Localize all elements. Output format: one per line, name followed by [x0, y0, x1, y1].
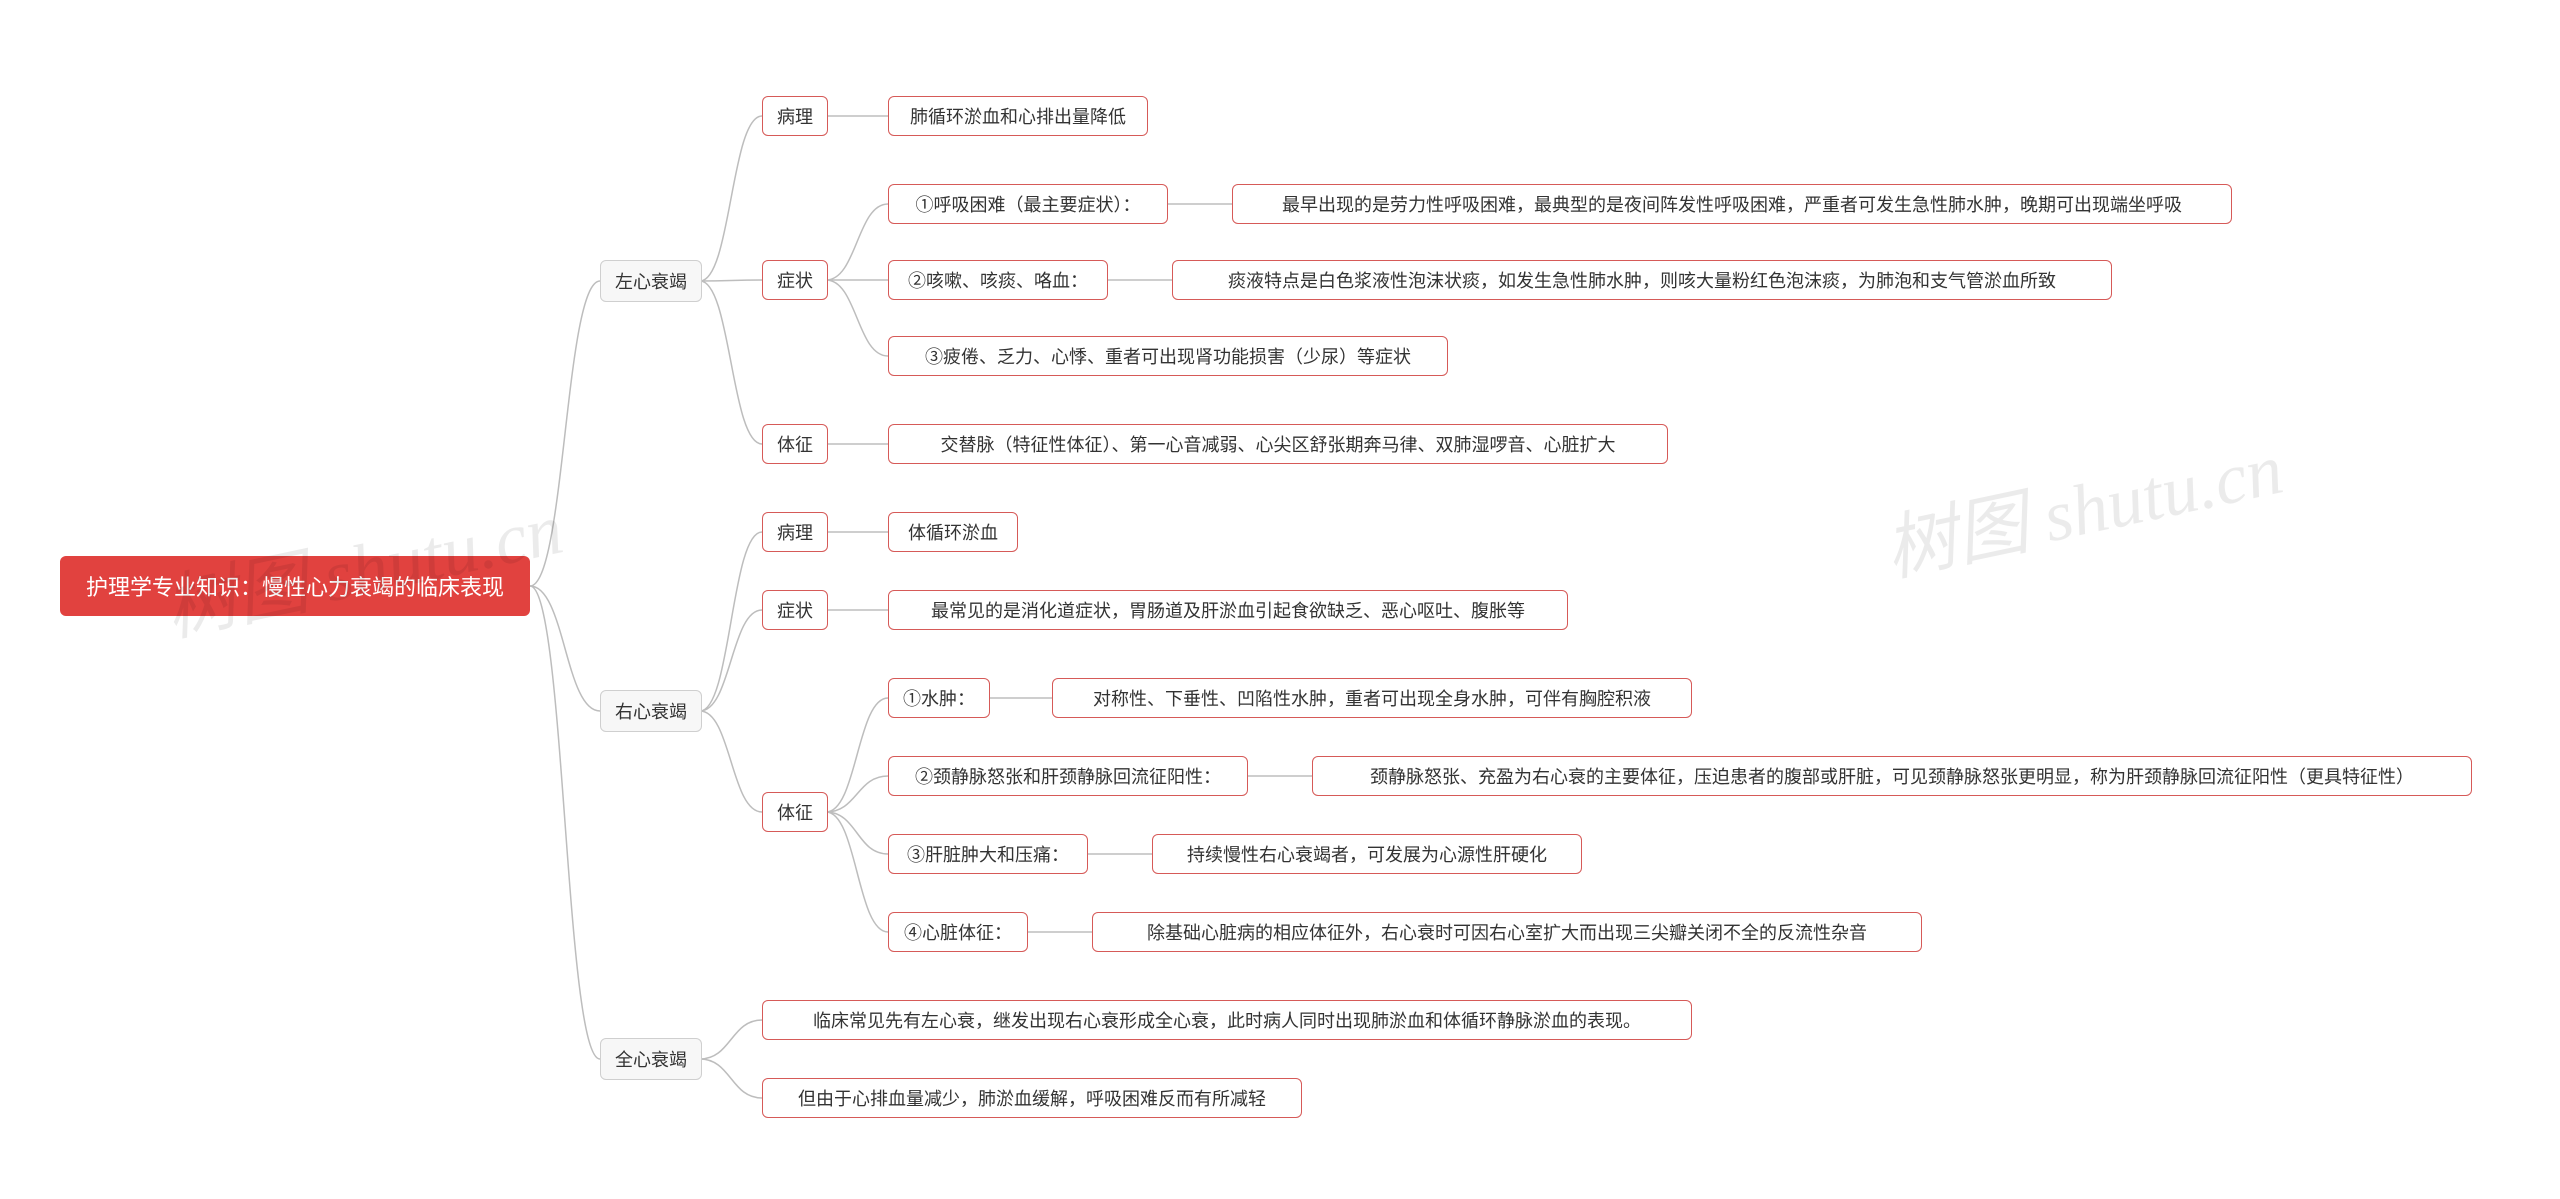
- mindmap-node: 全心衰竭: [600, 1038, 702, 1080]
- mindmap-node: 体征: [762, 424, 828, 464]
- connector-path: [700, 1059, 762, 1098]
- connector-path: [826, 280, 888, 356]
- connector-path: [530, 586, 600, 711]
- mindmap-node: 病理: [762, 96, 828, 136]
- connector-path: [700, 281, 762, 444]
- mindmap-node: 体征: [762, 792, 828, 832]
- mindmap-node: 体循环淤血: [888, 512, 1018, 552]
- mindmap-node: 左心衰竭: [600, 260, 702, 302]
- connector-path: [826, 776, 888, 812]
- connector-path: [700, 532, 762, 711]
- mindmap-node: ③疲倦、乏力、心悸、重者可出现肾功能损害（少尿）等症状: [888, 336, 1448, 376]
- mindmap-node: 持续慢性右心衰竭者，可发展为心源性肝硬化: [1152, 834, 1582, 874]
- mindmap-node: 临床常见先有左心衰，继发出现右心衰形成全心衰，此时病人同时出现肺淤血和体循环静脉…: [762, 1000, 1692, 1040]
- connector-path: [700, 610, 762, 711]
- mindmap-node: 右心衰竭: [600, 690, 702, 732]
- mindmap-node: 但由于心排血量减少，肺淤血缓解，呼吸困难反而有所减轻: [762, 1078, 1302, 1118]
- connector-path: [826, 204, 888, 280]
- connector-path: [700, 116, 762, 281]
- mindmap-node: 症状: [762, 260, 828, 300]
- watermark: 树图 shutu.cn: [1873, 409, 2290, 596]
- mindmap-node: ②颈静脉怒张和肝颈静脉回流征阳性：: [888, 756, 1248, 796]
- mindmap-node: ③肝脏肿大和压痛：: [888, 834, 1088, 874]
- connector-path: [700, 711, 762, 812]
- connector-path: [700, 280, 762, 281]
- connector-path: [530, 281, 600, 586]
- mindmap-node: ②咳嗽、咳痰、咯血：: [888, 260, 1108, 300]
- root-node: 护理学专业知识：慢性心力衰竭的临床表现: [60, 556, 530, 616]
- mindmap-node: ④心脏体征：: [888, 912, 1028, 952]
- connector-path: [826, 698, 888, 812]
- mindmap-node: 交替脉（特征性体征）、第一心音减弱、心尖区舒张期奔马律、双肺湿啰音、心脏扩大: [888, 424, 1668, 464]
- mindmap-node: 对称性、下垂性、凹陷性水肿，重者可出现全身水肿，可伴有胸腔积液: [1052, 678, 1692, 718]
- connector-path: [700, 1020, 762, 1059]
- connector-path: [826, 812, 888, 932]
- connector-path: [826, 812, 888, 854]
- connector-path: [530, 586, 600, 1059]
- mindmap-node: 除基础心脏病的相应体征外，右心衰时可因右心室扩大而出现三尖瓣关闭不全的反流性杂音: [1092, 912, 1922, 952]
- mindmap-node: 病理: [762, 512, 828, 552]
- mindmap-node: 最常见的是消化道症状，胃肠道及肝淤血引起食欲缺乏、恶心呕吐、腹胀等: [888, 590, 1568, 630]
- mindmap-node: 症状: [762, 590, 828, 630]
- mindmap-node: 最早出现的是劳力性呼吸困难，最典型的是夜间阵发性呼吸困难，严重者可发生急性肺水肿…: [1232, 184, 2232, 224]
- mindmap-node: ①呼吸困难（最主要症状）：: [888, 184, 1168, 224]
- mindmap-node: 痰液特点是白色浆液性泡沫状痰，如发生急性肺水肿，则咳大量粉红色泡沫痰，为肺泡和支…: [1172, 260, 2112, 300]
- mindmap-node: 肺循环淤血和心排出量降低: [888, 96, 1148, 136]
- mindmap-node: 颈静脉怒张、充盈为右心衰的主要体征，压迫患者的腹部或肝脏，可见颈静脉怒张更明显，…: [1312, 756, 2472, 796]
- mindmap-node: ①水肿：: [888, 678, 990, 718]
